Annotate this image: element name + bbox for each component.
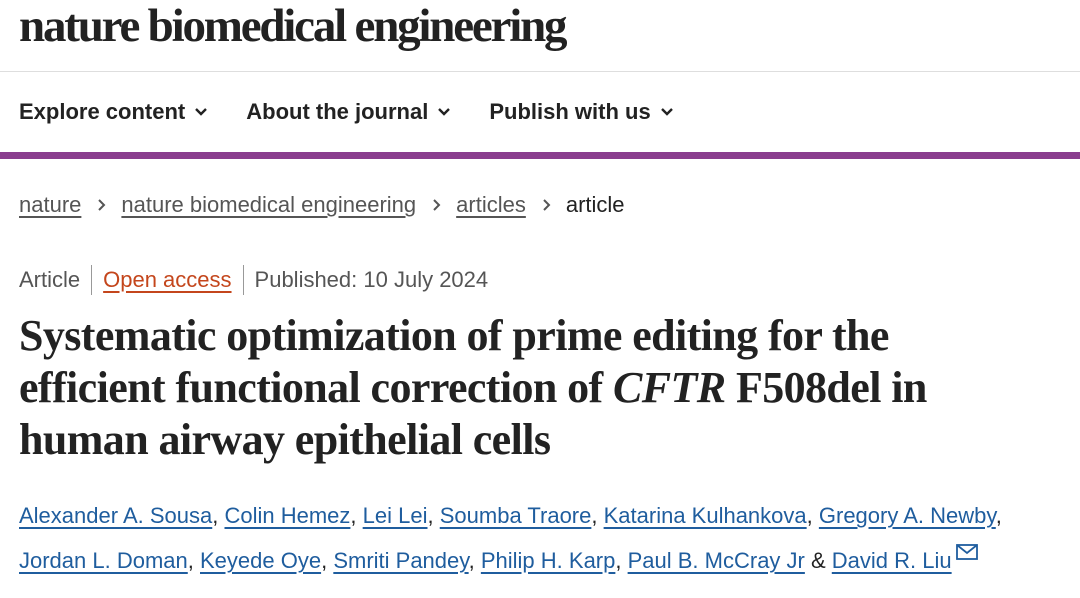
article-title: Systematic optimization of prime editing… bbox=[19, 310, 1040, 466]
author-joiner: & bbox=[804, 548, 832, 573]
author-separator: , bbox=[321, 548, 334, 573]
author-link[interactable]: Smriti Pandey bbox=[333, 548, 469, 573]
chevron-right-icon bbox=[98, 199, 106, 211]
author-separator: , bbox=[995, 503, 1002, 528]
breadcrumb-current: article bbox=[565, 192, 625, 217]
author-separator: , bbox=[187, 548, 200, 573]
chevron-down-icon bbox=[438, 108, 451, 116]
article-type: Article bbox=[19, 267, 81, 292]
breadcrumb: nature nature biomedical engineering art… bbox=[0, 183, 1080, 227]
author-link[interactable]: Lei Lei bbox=[362, 503, 428, 528]
author-link[interactable]: Katarina Kulhankova bbox=[603, 503, 807, 528]
chevron-down-icon bbox=[195, 108, 208, 116]
author-link[interactable]: Soumba Traore bbox=[439, 503, 592, 528]
nav-label: Publish with us bbox=[489, 99, 651, 124]
author-separator: , bbox=[350, 503, 363, 528]
chevron-right-icon bbox=[433, 199, 441, 211]
nav-publish-with-us[interactable]: Publish with us bbox=[489, 99, 673, 125]
main-nav: Explore content About the journal Publis… bbox=[0, 72, 1080, 159]
nav-about-journal[interactable]: About the journal bbox=[246, 99, 451, 125]
meta-divider bbox=[91, 265, 93, 295]
meta-divider bbox=[242, 265, 244, 295]
title-text: Systematic optimization of prime editing… bbox=[19, 311, 889, 412]
author-separator: , bbox=[806, 503, 819, 528]
author-link[interactable]: Jordan L. Doman bbox=[19, 548, 188, 573]
journal-logo[interactable]: nature biomedical engineering bbox=[19, 0, 568, 52]
masthead: nature biomedical engineering bbox=[0, 0, 1080, 72]
published-date: Published: 10 July 2024 bbox=[254, 267, 489, 292]
author-link[interactable]: Colin Hemez bbox=[224, 503, 351, 528]
author-separator: , bbox=[468, 548, 481, 573]
email-icon[interactable] bbox=[955, 544, 978, 560]
nav-label: About the journal bbox=[246, 99, 429, 124]
author-link[interactable]: Philip H. Karp bbox=[480, 548, 616, 573]
nav-label: Explore content bbox=[19, 99, 186, 124]
author-separator: , bbox=[427, 503, 440, 528]
author-link[interactable]: David R. Liu bbox=[831, 548, 952, 573]
title-text: F508del in human airway epithelial cells bbox=[19, 363, 927, 464]
author-link[interactable]: Keyede Oye bbox=[200, 548, 322, 573]
author-separator: , bbox=[591, 503, 604, 528]
chevron-right-icon bbox=[543, 199, 551, 211]
breadcrumb-articles[interactable]: articles bbox=[456, 192, 526, 217]
author-link[interactable]: Gregory A. Newby bbox=[818, 503, 996, 528]
breadcrumb-journal[interactable]: nature biomedical engineering bbox=[121, 192, 417, 217]
author-link[interactable]: Paul B. McCray Jr bbox=[627, 548, 805, 573]
breadcrumb-nature[interactable]: nature bbox=[19, 192, 82, 217]
open-access-link[interactable]: Open access bbox=[103, 267, 232, 292]
article-meta: Article Open access Published: 10 July 2… bbox=[0, 265, 1080, 295]
author-list: Alexander A. Sousa, Colin Hemez, Lei Lei… bbox=[19, 493, 1060, 583]
title-gene-name: CFTR bbox=[613, 363, 726, 412]
nav-explore-content[interactable]: Explore content bbox=[19, 99, 208, 125]
author-link[interactable]: Alexander A. Sousa bbox=[19, 503, 213, 528]
chevron-down-icon bbox=[660, 108, 673, 116]
author-separator: , bbox=[212, 503, 225, 528]
author-separator: , bbox=[615, 548, 628, 573]
